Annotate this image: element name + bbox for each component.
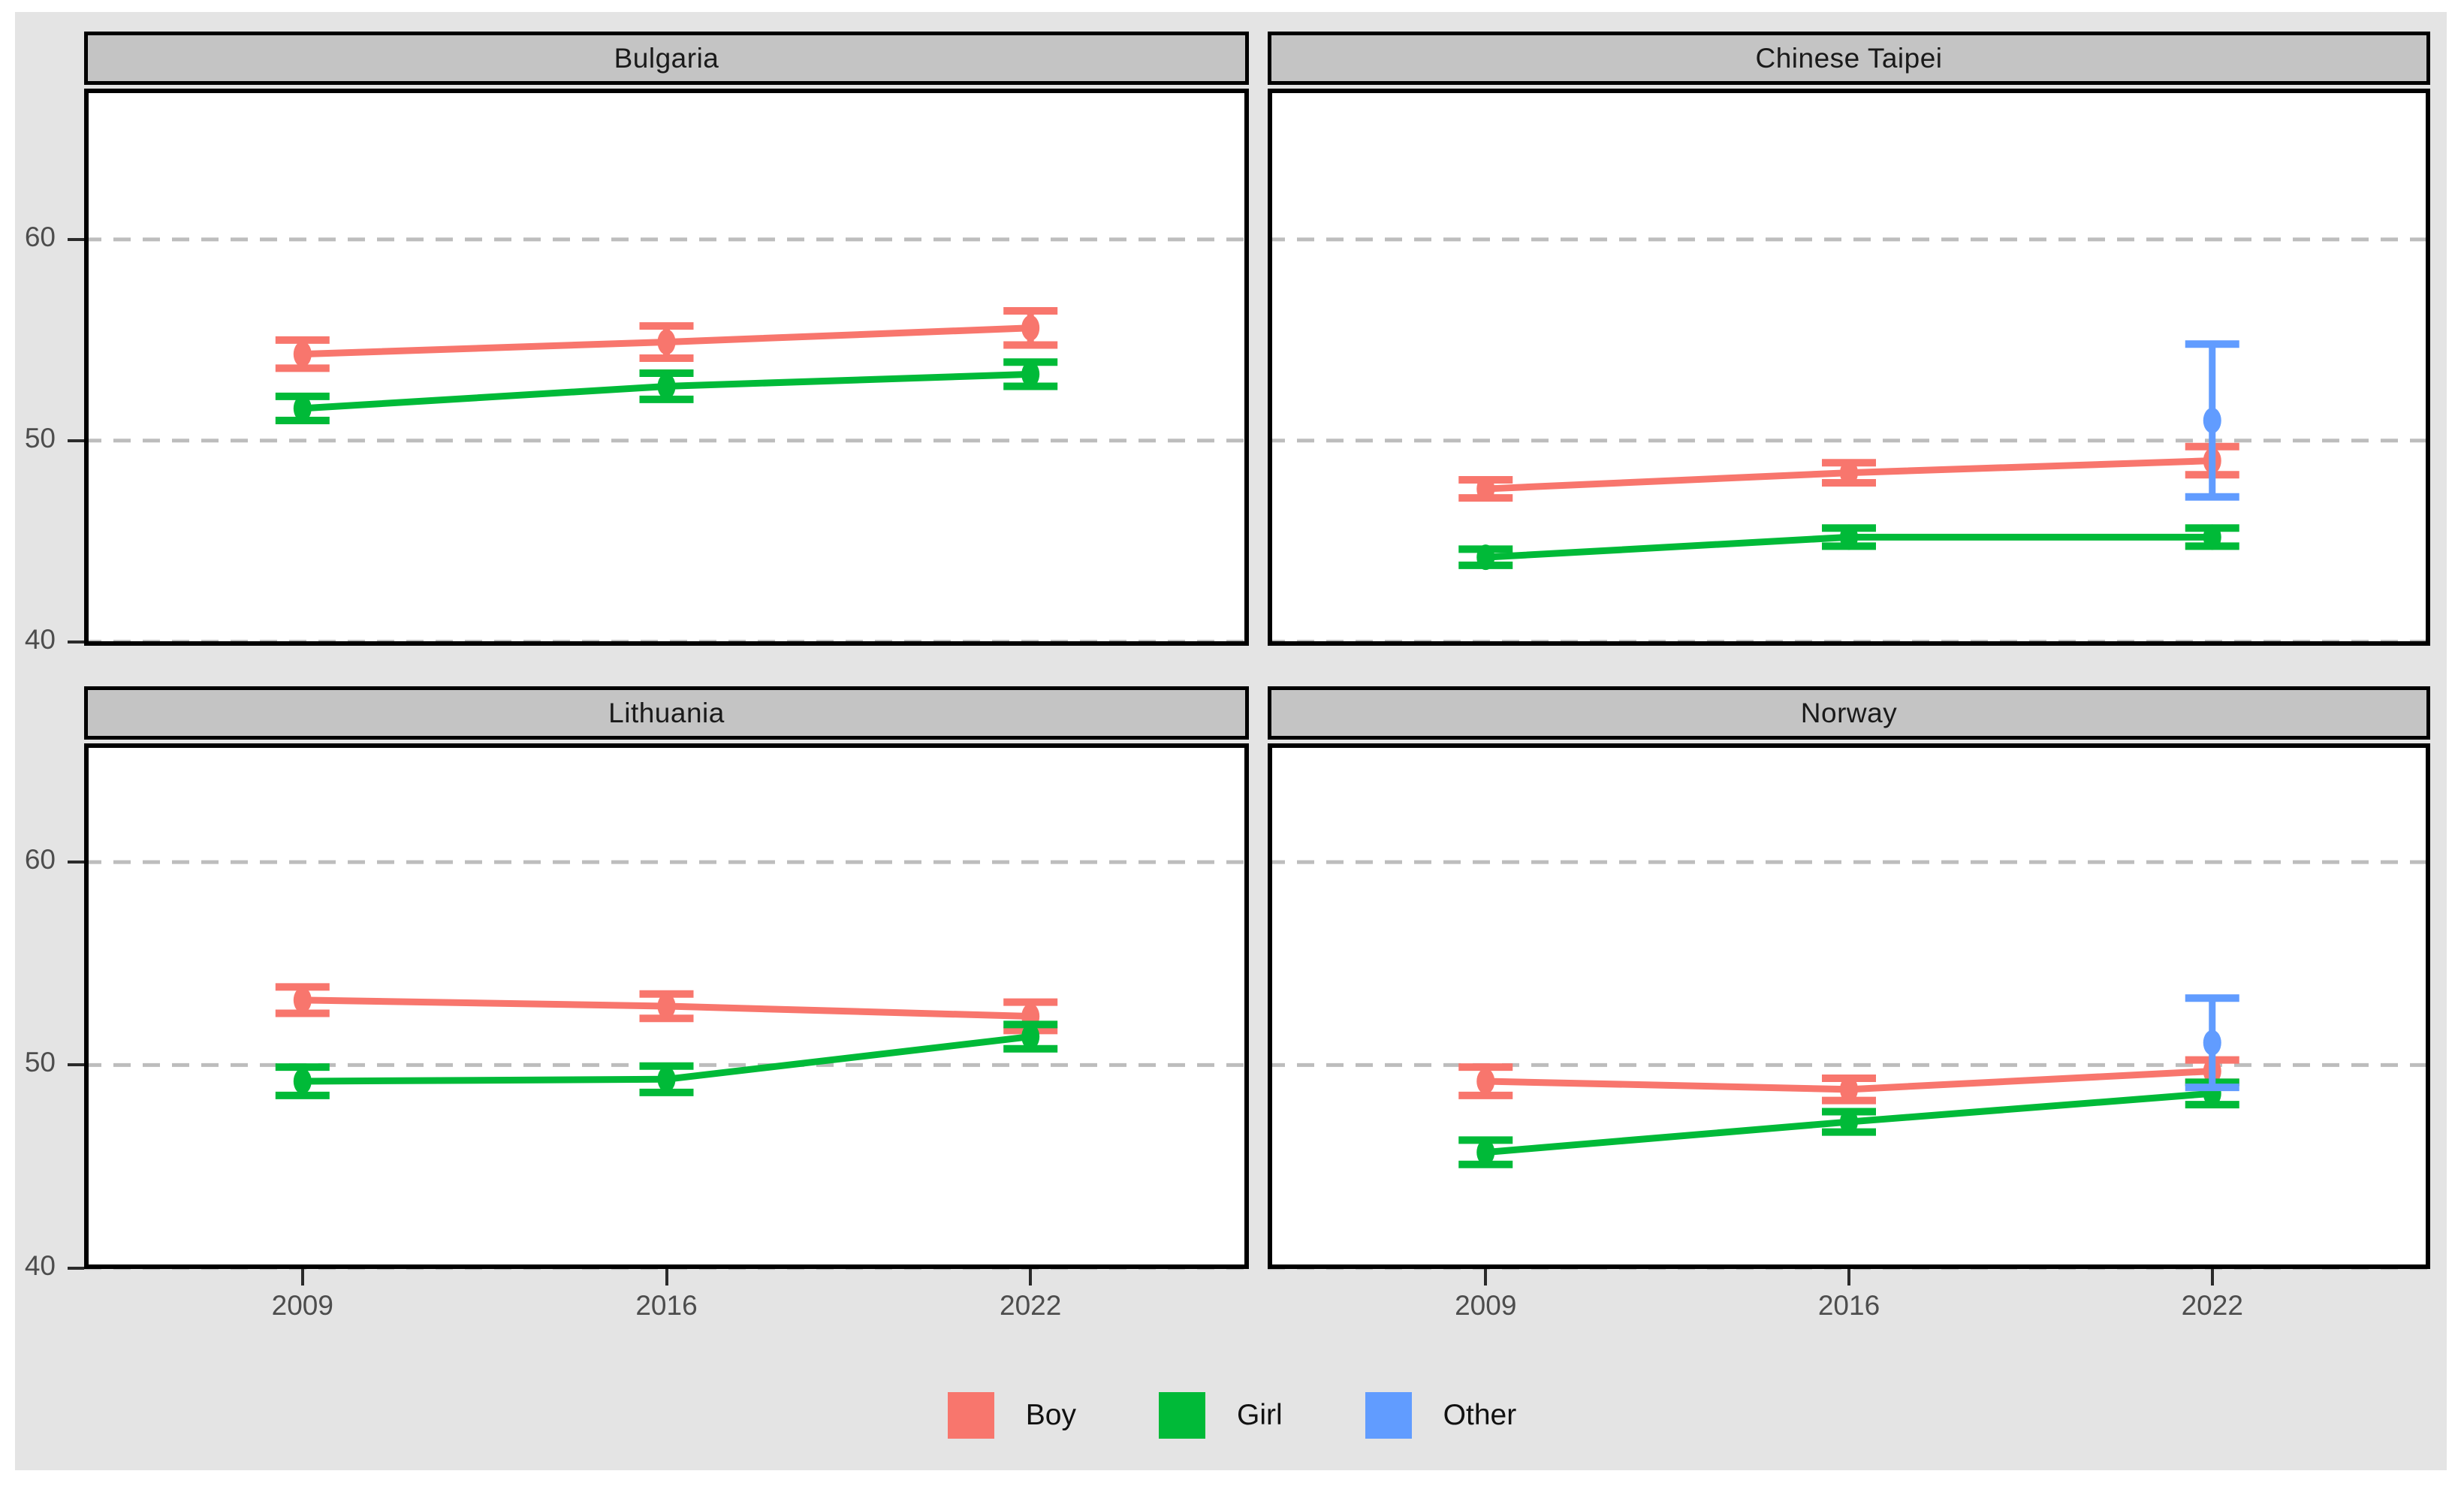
x-axis-tick-label: 2016	[1817, 1290, 1880, 1321]
panel-plot-area	[1268, 89, 2430, 646]
series-girl	[275, 358, 1058, 424]
series-boy	[1458, 442, 2239, 502]
data-point-marker	[2203, 1029, 2221, 1056]
series-other	[2185, 994, 2239, 1092]
facet-strip-chinese-taipei: Chinese Taipei	[1268, 32, 2430, 85]
data-point-marker	[1021, 315, 1040, 341]
data-point-marker	[1021, 1023, 1040, 1050]
y-axis-tick	[68, 1266, 84, 1270]
legend-item-other: Other	[1365, 1392, 1517, 1439]
series-other	[2185, 340, 2239, 501]
data-point-marker	[1476, 1069, 1495, 1094]
y-axis-tick-label: 40	[24, 1249, 56, 1281]
data-point-marker	[1476, 476, 1495, 502]
data-point-marker	[1840, 460, 1858, 486]
x-axis-tick	[665, 1269, 668, 1286]
data-point-marker	[657, 993, 676, 1019]
data-point-marker	[1476, 544, 1495, 571]
legend: Boy Girl Other	[0, 1385, 2464, 1445]
x-axis-tick	[300, 1269, 304, 1286]
facet-strip-lithuania: Lithuania	[84, 686, 1249, 740]
data-point-marker	[293, 395, 312, 421]
panel-border	[84, 89, 1249, 646]
series-girl	[1458, 524, 2239, 571]
data-point-marker	[657, 373, 676, 399]
x-axis-tick-label: 2016	[635, 1290, 698, 1321]
panel-norway	[1268, 743, 2430, 1270]
y-axis-tick	[68, 861, 84, 864]
facet-strip-bulgaria: Bulgaria	[84, 32, 1249, 85]
data-point-marker	[1840, 524, 1858, 550]
data-point-marker	[293, 341, 312, 367]
data-point-marker	[1840, 1109, 1858, 1135]
panel-chinese-taipei	[1268, 89, 2430, 646]
legend-item-girl: Girl	[1159, 1392, 1283, 1439]
panel-plot-area	[84, 743, 1249, 1270]
x-axis-tick-label: 2009	[271, 1290, 333, 1321]
legend-label: Girl	[1237, 1399, 1283, 1431]
panel-border	[1268, 89, 2430, 646]
y-axis-tick	[68, 1063, 84, 1067]
y-axis-tick-label: 60	[24, 844, 56, 876]
data-point-marker	[2203, 524, 2221, 550]
data-point-marker	[2203, 407, 2221, 433]
data-point-marker	[657, 1066, 676, 1093]
data-point-marker	[293, 1069, 312, 1094]
panel-border	[1268, 743, 2430, 1269]
x-axis-tick	[1847, 1269, 1850, 1286]
series-girl	[275, 1020, 1058, 1099]
series-girl	[1458, 1078, 2239, 1168]
panel-plot-area	[1268, 743, 2430, 1270]
x-axis-tick	[1029, 1269, 1033, 1286]
data-point-marker	[293, 987, 312, 1013]
data-point-marker	[1476, 1139, 1495, 1165]
facet-title: Norway	[1800, 697, 1898, 728]
x-axis-tick-label: 2009	[1455, 1290, 1517, 1321]
legend-swatch-other	[1365, 1392, 1412, 1439]
facet-strip-norway: Norway	[1268, 686, 2430, 740]
plot-figure: Bulgaria Chinese Taipei Lithuania Norway…	[15, 12, 2447, 1470]
legend-label: Boy	[1025, 1399, 1076, 1431]
facet-title: Bulgaria	[614, 42, 719, 74]
series-boy	[275, 983, 1058, 1035]
legend-item-boy: Boy	[947, 1392, 1076, 1439]
panel-bulgaria	[84, 89, 1249, 646]
x-axis-tick-label: 2022	[2181, 1290, 2243, 1321]
y-axis-tick	[68, 237, 84, 241]
panel-border	[84, 743, 1249, 1269]
y-axis-tick-label: 40	[24, 623, 56, 655]
x-axis-tick-label: 2022	[1000, 1290, 1062, 1321]
facet-title: Lithuania	[608, 697, 725, 728]
data-point-marker	[1021, 361, 1040, 387]
facet-title: Chinese Taipei	[1755, 42, 1943, 74]
data-point-marker	[657, 329, 676, 355]
y-axis-tick-label: 60	[24, 221, 56, 252]
y-axis-tick	[68, 640, 84, 644]
y-axis-tick-label: 50	[24, 1047, 56, 1078]
x-axis-tick	[2210, 1269, 2214, 1286]
legend-swatch-boy	[947, 1392, 994, 1439]
legend-swatch-girl	[1159, 1392, 1205, 1439]
series-boy	[275, 306, 1058, 372]
panel-plot-area	[84, 89, 1249, 646]
y-axis-tick	[68, 439, 84, 442]
legend-label: Other	[1443, 1399, 1517, 1431]
y-axis-tick-label: 50	[24, 422, 56, 454]
panel-lithuania	[84, 743, 1249, 1270]
x-axis-tick	[1484, 1269, 1488, 1286]
data-point-marker	[1840, 1076, 1858, 1102]
